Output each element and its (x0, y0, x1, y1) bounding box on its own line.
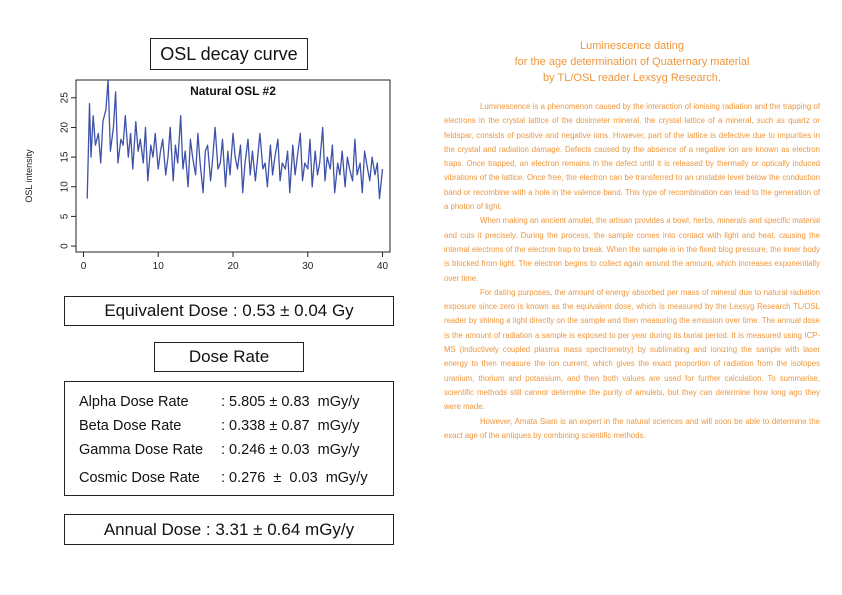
dose-rate-value: : 0.276 ± 0.03 mGy/y (221, 470, 368, 486)
osl-decay-title: OSL decay curve (160, 43, 298, 64)
annual-dose-text: Annual Dose : 3.31 ± 0.64 mGy/y (103, 519, 355, 539)
dose-rate-row-alpha: Alpha Dose Rate : 5.805 ± 0.83 mGy/y (79, 390, 393, 414)
dose-rates-box: Alpha Dose Rate : 5.805 ± 0.83 mGy/y Bet… (64, 381, 394, 496)
x-tick-label: 30 (302, 261, 314, 272)
article-paragraph: Luminescence is a phenomenon caused by t… (444, 102, 820, 212)
dose-rate-value: : 0.338 ± 0.87 mGy/y (221, 418, 360, 434)
osl-decay-chart: Natural OSL #2 0 10 20 30 40 0 5 10 15 20 25 OSL int… (24, 79, 391, 272)
x-tick-label: 40 (377, 261, 389, 272)
dose-rate-label: Alpha Dose Rate (79, 394, 189, 410)
x-tick-label: 0 (81, 261, 87, 272)
y-tick-label: 10 (60, 181, 71, 193)
article-paragraph: For dating purposes, the amount of energ… (444, 287, 820, 412)
article-title: Luminescence dating for the age determin… (444, 38, 820, 86)
y-tick-label: 15 (60, 151, 71, 163)
article-title-line: Luminescence dating (580, 40, 684, 52)
dose-rate-label: Gamma Dose Rate (79, 442, 204, 458)
article: Luminescence dating for the age determin… (444, 38, 820, 443)
dose-rate-value: : 5.805 ± 0.83 mGy/y (221, 394, 360, 410)
x-tick-label: 10 (153, 261, 165, 272)
x-tick-label: 20 (227, 261, 239, 272)
dose-rate-label: Cosmic Dose Rate (79, 470, 200, 486)
article-title-line: for the age determination of Quaternary … (514, 56, 750, 68)
y-tick-label: 5 (60, 213, 71, 219)
article-paragraph: When making an ancient amulet, the artis… (444, 216, 820, 283)
dose-rate-row-beta: Beta Dose Rate : 0.338 ± 0.87 mGy/y (79, 414, 393, 438)
y-tick-label: 25 (60, 92, 71, 104)
equivalent-dose-text: Equivalent Dose : 0.53 ± 0.04 Gy (104, 301, 354, 320)
dose-rate-value: : 0.246 ± 0.03 mGy/y (221, 442, 360, 458)
dose-rate-row-gamma: Gamma Dose Rate : 0.246 ± 0.03 mGy/y (79, 438, 393, 462)
osl-decay-title-box: OSL decay curve (150, 38, 308, 70)
y-tick-label: 20 (60, 121, 71, 133)
y-tick-label: 0 (60, 243, 71, 249)
dose-rate-row-cosmic: Cosmic Dose Rate : 0.276 ± 0.03 mGy/y (79, 466, 393, 490)
article-paragraph: However, Amata Siam is an expert in the … (444, 416, 820, 440)
equivalent-dose-box: Equivalent Dose : 0.53 ± 0.04 Gy (64, 296, 394, 326)
y-axis-label: OSL intensity (24, 149, 34, 203)
dose-rate-title: Dose Rate (188, 347, 270, 366)
dose-rate-label: Beta Dose Rate (79, 418, 182, 434)
series-line (86, 79, 384, 200)
annual-dose-box: Annual Dose : 3.31 ± 0.64 mGy/y (64, 514, 394, 545)
article-title-line: by TL/OSL reader Lexsyg Research. (543, 72, 721, 84)
dose-rate-title-box: Dose Rate (154, 342, 304, 372)
chart-title: Natural OSL #2 (190, 84, 276, 98)
